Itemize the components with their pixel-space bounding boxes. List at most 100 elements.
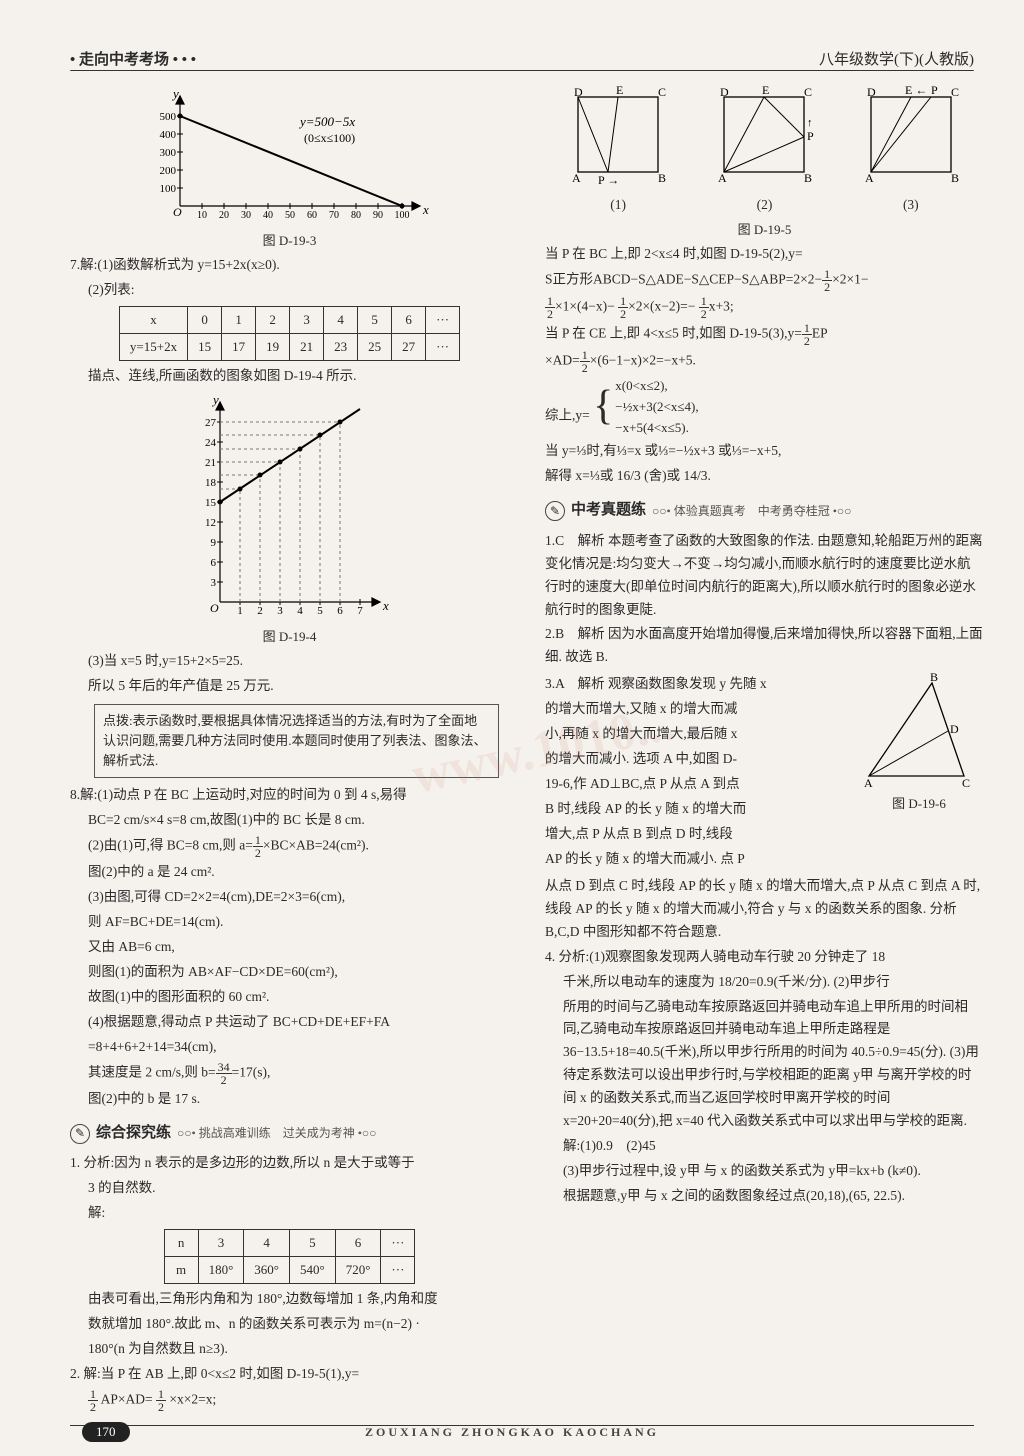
svg-text:5: 5 [317, 605, 323, 617]
z2: 2.B 解析 因为水面高度开始增加得慢,后来增加得快,所以容器下面粗,上面细. … [545, 623, 984, 669]
svg-text:C: C [804, 85, 812, 99]
z4c: 所用的时间与乙骑电动车按原路返回并骑电动车追上甲所用的时间相同,乙骑电动车按原路… [545, 996, 984, 1134]
svg-text:2: 2 [257, 605, 263, 617]
q8-l5: (3)由图,可得 CD=2×2=4(cm),DE=2×3=6(cm), [70, 886, 509, 909]
svg-text:P: P [931, 83, 938, 97]
z3d: 的增大而减小. 选项 A 中,如图 D- [545, 748, 848, 771]
svg-text:27: 27 [205, 417, 217, 429]
caption-d196: 图 D-19-6 [854, 793, 984, 815]
svg-text:B: B [658, 171, 666, 185]
z3g: 增大,点 P 从点 B 到点 D 时,线段 [545, 823, 848, 846]
svg-text:6: 6 [337, 605, 343, 617]
q8-l8: 则图(1)的面积为 AB×AF−CD×DE=60(cm²), [70, 961, 509, 984]
svg-text:80: 80 [351, 210, 361, 221]
page-number: 170 [82, 1422, 130, 1442]
svg-text:↑: ↑ [807, 117, 813, 129]
svg-text:24: 24 [205, 437, 217, 449]
z3-block: 3.A 解析 观察函数图象发现 y 先随 x 的增大而增大,又随 x 的增大而减… [545, 671, 984, 873]
q8-l4: 图(2)中的 a 是 24 cm². [70, 861, 509, 884]
svg-text:12: 12 [205, 517, 216, 529]
figure-d196: A C B D 图 D-19-6 [854, 671, 984, 873]
piecewise: 综上,y= { x(0<x≤2), −½x+3(2<x≤4), −x+5(4<x… [545, 376, 984, 438]
q8-l2: BC=2 cm/s×4 s=8 cm,故图(1)中的 BC 长是 8 cm. [70, 809, 509, 832]
svg-text:B: B [930, 671, 938, 684]
z4f: 根据题意,y甲 与 x 之间的函数图象经过点(20,18),(65, 22.5)… [545, 1185, 984, 1208]
explore-icon: ✎ [70, 1124, 90, 1144]
r7: 解得 x=⅓或 16/3 (舍)或 14/3. [545, 465, 984, 488]
left-column: 100 200 300 400 500 1020 3040 [70, 50, 517, 1415]
zhenti-sub: ○○• 体验真题真考 中考勇夺桂冠 •○○ [652, 501, 851, 521]
r6: 当 y=⅓时,有⅓=x 或⅓=−½x+3 或⅓=−x+5, [545, 440, 984, 463]
z3a: 3.A 解析 观察函数图象发现 y 先随 x [545, 673, 848, 696]
svg-text:6: 6 [210, 557, 216, 569]
svg-text:3: 3 [277, 605, 283, 617]
svg-text:9: 9 [210, 537, 216, 549]
svg-text:C: C [962, 776, 970, 790]
page-header: • 走向中考考场 • • • 八年级数学(下)(人教版) [70, 48, 974, 69]
z4d: 解:(1)0.9 (2)45 [545, 1135, 984, 1158]
z3i: 从点 D 到点 C 时,线段 AP 的长 y 随 x 的增大而增大,点 P 从点… [545, 875, 984, 944]
svg-text:A: A [864, 776, 873, 790]
svg-text:x: x [422, 202, 429, 217]
svg-text:10: 10 [197, 210, 207, 221]
ex1-l1: 1. 分析:因为 n 表示的是多边形的边数,所以 n 是大于或等于 [70, 1152, 509, 1175]
q7-3b: 所以 5 年后的年产值是 25 万元. [70, 675, 509, 698]
q8-l9: 故图(1)中的图形面积的 60 cm². [70, 986, 509, 1009]
svg-text:4: 4 [297, 605, 303, 617]
z4e: (3)甲步行过程中,设 y甲 与 x 的函数关系式为 y甲=kx+b (k≠0)… [545, 1160, 984, 1183]
svg-text:200: 200 [159, 165, 176, 177]
header-right: 八年级数学(下)(人教版) [819, 48, 974, 69]
svg-text:A: A [572, 171, 581, 185]
svg-text:30: 30 [241, 210, 251, 221]
svg-text:300: 300 [159, 147, 176, 159]
q8-l6: 则 AF=BC+DE=14(cm). [70, 911, 509, 934]
svg-text:A: A [718, 171, 727, 185]
r1: 当 P 在 BC 上,即 2<x≤4 时,如图 D-19-5(2),y= [545, 243, 984, 266]
figure-d195-labels: (1) (2) (3) [545, 194, 984, 217]
header-underline [70, 70, 974, 71]
footer-text: ZOUXIANG ZHONGKAO KAOCHANG [365, 1425, 659, 1440]
ex1b-l1: 由表可看出,三角形内角和为 180°,边数每增加 1 条,内角和度 [70, 1288, 509, 1311]
svg-text:O: O [210, 601, 219, 615]
svg-text:100: 100 [159, 183, 176, 195]
z3b: 的增大而增大,又随 x 的增大而减 [545, 698, 848, 721]
svg-text:1: 1 [237, 605, 243, 617]
svg-text:50: 50 [285, 210, 295, 221]
q8-l3: (2)由(1)可,得 BC=8 cm,则 a=12×BC×AB=24(cm²). [70, 834, 509, 859]
svg-text:E ←: E ← [905, 83, 927, 97]
ex2-l1: 2. 解:当 P 在 AB 上,即 0<x≤2 时,如图 D-19-5(1),y… [70, 1363, 509, 1386]
explore-title: 综合探究练 [96, 1121, 171, 1147]
ex1-l2: 3 的自然数. [70, 1177, 509, 1200]
ex1b-l2: 数就增加 180°.故此 m、n 的函数关系可表示为 m=(n−2) · [70, 1313, 509, 1336]
svg-text:E: E [762, 83, 769, 97]
caption-d194: 图 D-19-4 [70, 626, 509, 648]
svg-text:60: 60 [307, 210, 317, 221]
q7-intro: 7.解:(1)函数解析式为 y=15+2x(x≥0). [70, 254, 509, 277]
q8-l12: 其速度是 2 cm/s,则 b=342=17(s), [70, 1061, 509, 1086]
svg-text:D: D [950, 722, 959, 736]
z3c: 小,再随 x 的增大而增大,最后随 x [545, 723, 848, 746]
svg-text:100: 100 [394, 210, 409, 221]
svg-text:O: O [173, 205, 182, 219]
q8-l10: (4)根据题意,得动点 P 共运动了 BC+CD+DE+EF+FA [70, 1011, 509, 1034]
table-q7: x0 12 34 56 ··· y=15+2x15 1719 2123 2527… [119, 306, 460, 361]
r4: 当 P 在 CE 上,即 4<x≤5 时,如图 D-19-5(3),y=12EP [545, 322, 984, 347]
chart-d194: 36 912 1518 2124 27 12 34 56 [70, 392, 509, 622]
q8-l1: 8.解:(1)动点 P 在 BC 上运动时,对应的时间为 0 到 4 s,易得 [70, 784, 509, 807]
svg-text:15: 15 [205, 497, 217, 509]
q7-sub2: (2)列表: [70, 279, 509, 302]
svg-text:7: 7 [357, 605, 363, 617]
header-left: • 走向中考考场 • • • [70, 48, 196, 69]
svg-text:3: 3 [210, 577, 216, 589]
svg-text:21: 21 [205, 457, 216, 469]
svg-text:D: D [720, 85, 729, 99]
ex1b-l3: 180°(n 为自然数且 n≥3). [70, 1338, 509, 1361]
svg-text:18: 18 [205, 477, 217, 489]
svg-text:400: 400 [159, 129, 176, 141]
zhenti-title: 中考真题练 [571, 498, 646, 524]
svg-text:20: 20 [219, 210, 229, 221]
svg-text:C: C [658, 85, 666, 99]
r3: 12×1×(4−x)− 12×2×(x−2)=− 12x+3; [545, 295, 984, 320]
z3f: B 时,线段 AP 的长 y 随 x 的增大而 [545, 798, 848, 821]
zhenti-icon: ✎ [545, 501, 565, 521]
